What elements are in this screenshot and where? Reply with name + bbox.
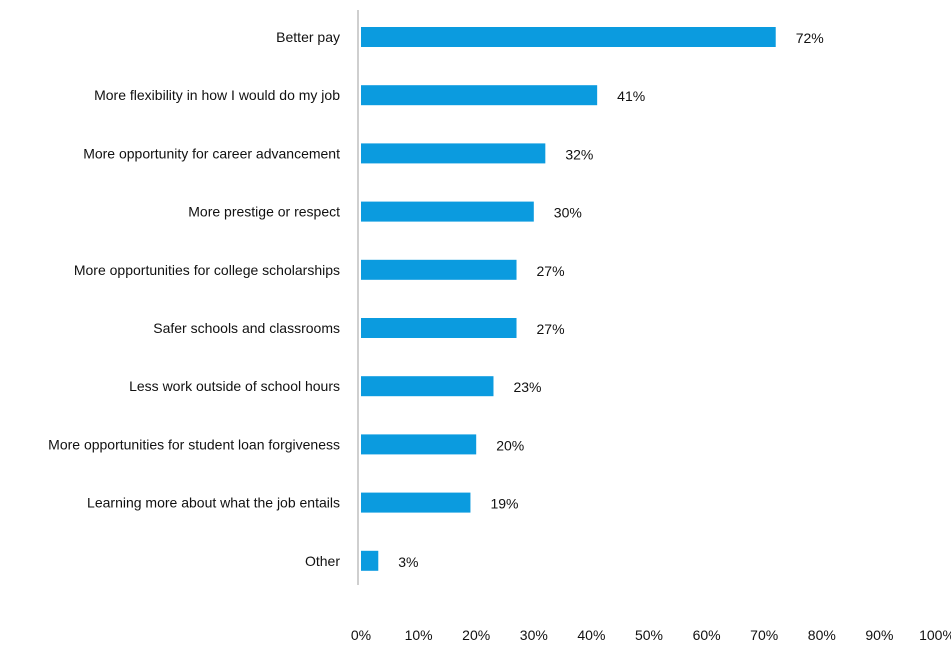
data-label: 27% xyxy=(537,321,565,337)
category-label: Learning more about what the job entails xyxy=(87,495,340,511)
category-label: More flexibility in how I would do my jo… xyxy=(94,87,340,103)
bar xyxy=(361,201,534,222)
bar xyxy=(361,85,598,106)
data-label: 20% xyxy=(496,437,524,453)
data-label: 19% xyxy=(490,496,518,512)
bar xyxy=(361,259,517,280)
x-tick-label: 70% xyxy=(750,627,778,643)
category-label: More opportunities for student loan forg… xyxy=(48,436,340,452)
x-tick-label: 10% xyxy=(405,627,433,643)
x-tick-label: 100% xyxy=(919,627,951,643)
bar xyxy=(361,376,494,397)
bar xyxy=(361,318,517,338)
category-label: More prestige or respect xyxy=(188,204,340,220)
x-tick-label: 0% xyxy=(351,627,371,643)
category-label: More opportunity for career advancement xyxy=(83,145,340,161)
data-label: 27% xyxy=(537,263,565,279)
category-label: Other xyxy=(305,553,340,569)
x-tick-label: 30% xyxy=(520,627,548,643)
data-label: 32% xyxy=(565,146,593,162)
category-label: Less work outside of school hours xyxy=(129,378,340,394)
x-tick-label: 50% xyxy=(635,627,663,643)
data-label: 41% xyxy=(617,88,645,104)
bar xyxy=(361,434,477,455)
category-label: Safer schools and classrooms xyxy=(153,320,340,336)
bar xyxy=(361,550,379,571)
x-tick-label: 20% xyxy=(462,627,490,643)
x-tick-label: 80% xyxy=(808,627,836,643)
category-label: More opportunities for college scholarsh… xyxy=(74,262,340,278)
x-tick-label: 40% xyxy=(577,627,605,643)
data-label: 30% xyxy=(554,205,582,221)
category-label: Better pay xyxy=(276,29,340,45)
x-tick-label: 90% xyxy=(865,627,893,643)
data-label: 23% xyxy=(513,379,541,395)
x-tick-label: 60% xyxy=(693,627,721,643)
bar xyxy=(361,143,546,164)
data-label: 72% xyxy=(796,30,824,46)
data-label: 3% xyxy=(398,554,418,570)
bar xyxy=(361,27,776,47)
bar xyxy=(361,492,471,513)
